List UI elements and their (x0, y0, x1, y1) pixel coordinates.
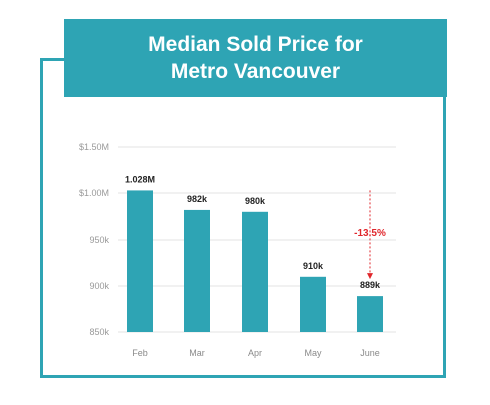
x-tick-label: Feb (132, 348, 148, 358)
y-axis-ticks: $1.50M $1.00M 950k 900k 850k (79, 142, 110, 337)
y-tick-label: $1.00M (79, 188, 109, 198)
bar-value-label: 982k (187, 194, 208, 204)
bar-value-label: 980k (245, 196, 266, 206)
change-annotation: -13.5% (354, 190, 386, 280)
x-tick-label: Mar (189, 348, 205, 358)
y-tick-label: 950k (89, 235, 109, 245)
y-tick-label: 850k (89, 327, 109, 337)
bar-value-label: 1.028M (125, 174, 155, 184)
chart-title-line-2: Metro Vancouver (170, 60, 341, 83)
x-axis-ticks: Feb Mar Apr May June (132, 348, 380, 358)
bar-value-labels: 1.028M 982k 980k 910k 889k (125, 174, 381, 290)
bar-value-label: 910k (303, 261, 324, 271)
x-tick-label: June (360, 348, 380, 358)
bars (127, 190, 383, 332)
y-tick-label: $1.50M (79, 142, 109, 152)
chart-title-line-1: Median Sold Price for (148, 33, 363, 56)
bar-feb (127, 190, 153, 332)
bar-may (300, 276, 326, 332)
x-tick-label: Apr (248, 348, 262, 358)
bar-june (357, 296, 383, 332)
bar-apr (242, 211, 268, 332)
chart-title-banner: Median Sold Price for Metro Vancouver (64, 19, 447, 97)
change-annotation-label: -13.5% (354, 228, 386, 239)
y-tick-label: 900k (89, 281, 109, 291)
x-tick-label: May (304, 348, 322, 358)
bar-mar (184, 209, 210, 332)
bar-value-label: 889k (360, 280, 381, 290)
